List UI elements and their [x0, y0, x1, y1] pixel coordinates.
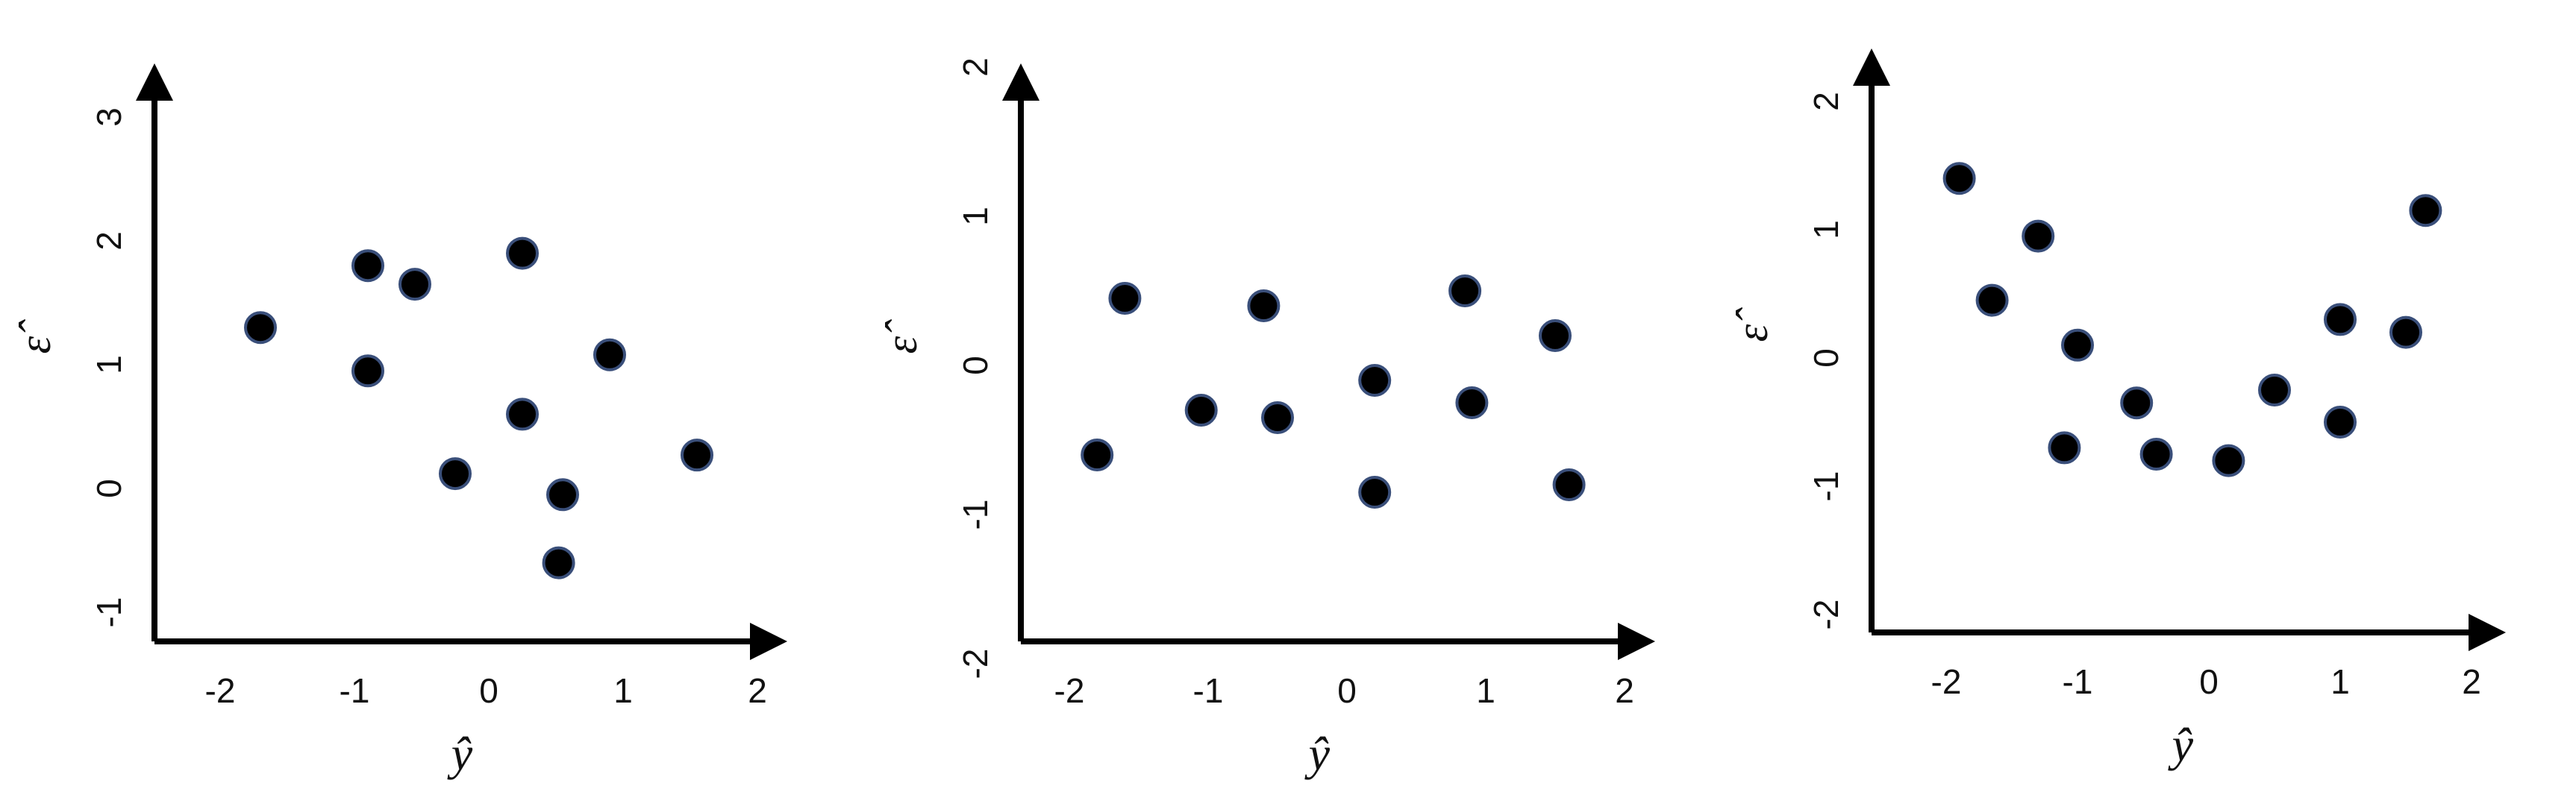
x-tick-label: 0 [1337, 671, 1357, 710]
y-axis-label: ε̂ [877, 319, 926, 354]
y-tick-label: 3 [90, 107, 128, 127]
data-point [1261, 401, 1294, 434]
x-tick-label: 1 [2330, 662, 2350, 701]
data-point [546, 478, 579, 512]
x-tick-label: 0 [2199, 662, 2219, 701]
data-point [439, 457, 472, 491]
data-point [1942, 162, 1976, 195]
x-tick-label: -2 [1931, 662, 1962, 701]
data-point [2139, 438, 2173, 471]
data-point [506, 236, 539, 270]
y-tick-label: -2 [1807, 600, 1845, 630]
y-tick-label: 0 [956, 356, 995, 375]
residual-plot-3: -2 -1 0 1 2 -2 -1 0 1 2 ŷ ε̂ [1728, 48, 2506, 771]
data-point [2061, 328, 2094, 362]
y-axis-arrow [136, 63, 173, 101]
y-tick-label: -1 [90, 597, 128, 628]
data-point [681, 439, 713, 472]
data-point [2258, 374, 2291, 406]
data-point [2409, 194, 2442, 227]
data-point [1455, 386, 1489, 419]
x-axis-arrow [750, 623, 787, 660]
y-tick-label: -1 [1807, 471, 1845, 502]
y-tick-label: 2 [1807, 92, 1845, 111]
data-point [2324, 406, 2357, 439]
residual-plot-1: -2 -1 0 1 2 -1 0 1 2 3 ŷ ε̂ [10, 63, 787, 780]
x-tick-label: -2 [205, 671, 236, 710]
data-point [244, 311, 277, 345]
data-point [2048, 431, 2081, 465]
x-axis-label: ŷ [1304, 727, 1331, 780]
y-tick-label: 1 [956, 207, 995, 226]
data-point [1247, 289, 1281, 322]
x-tick-label: 2 [2462, 662, 2481, 701]
x-tick-label: 2 [748, 671, 767, 710]
data-point [593, 338, 626, 371]
data-point [542, 546, 575, 579]
y-tick-label: 0 [90, 479, 128, 498]
data-point [1358, 476, 1392, 509]
y-tick-label: 1 [90, 355, 128, 374]
x-tick-label: 1 [1476, 671, 1495, 710]
data-point [1552, 468, 1586, 501]
data-point [1358, 364, 1392, 397]
y-tick-label: 1 [1807, 220, 1845, 239]
data-point [1539, 319, 1572, 352]
data-point [2324, 303, 2357, 336]
y-tick-label: -1 [956, 500, 995, 530]
x-axis-label: ŷ [2168, 718, 2194, 771]
x-axis-arrow [2469, 614, 2506, 651]
data-point [1081, 439, 1114, 471]
data-point [2389, 315, 2422, 349]
y-axis-label: ε̂ [1728, 307, 1777, 342]
data-point [1108, 282, 1142, 315]
data-point [2022, 219, 2055, 253]
y-axis-arrow [1853, 48, 1890, 86]
y-tick-label: -2 [956, 649, 995, 679]
y-tick-label: 0 [1807, 348, 1845, 368]
residual-plot-2: -2 -1 0 1 2 -2 -1 0 1 2 ŷ ε̂ [877, 57, 1655, 780]
data-point [1184, 394, 1218, 427]
data-point [2212, 444, 2245, 477]
x-axis-label: ŷ [447, 727, 473, 780]
data-point [1975, 283, 2009, 317]
data-point [2120, 386, 2154, 420]
x-tick-label: -2 [1054, 671, 1085, 710]
data-point [1448, 274, 1482, 307]
x-axis-arrow [1618, 623, 1655, 660]
y-tick-label: 2 [956, 57, 995, 77]
y-axis-label: ε̂ [10, 319, 60, 354]
x-tick-label: 1 [613, 671, 633, 710]
x-tick-label: 2 [1615, 671, 1634, 710]
x-tick-label: -1 [1193, 671, 1224, 710]
data-point [506, 398, 539, 431]
data-point [351, 354, 384, 388]
y-tick-label: 2 [90, 231, 128, 251]
data-point [351, 249, 384, 283]
x-tick-label: 0 [479, 671, 498, 710]
x-tick-label: -1 [340, 671, 370, 710]
y-axis-arrow [1002, 63, 1040, 101]
x-tick-label: -1 [2063, 662, 2093, 701]
data-point [398, 268, 431, 301]
